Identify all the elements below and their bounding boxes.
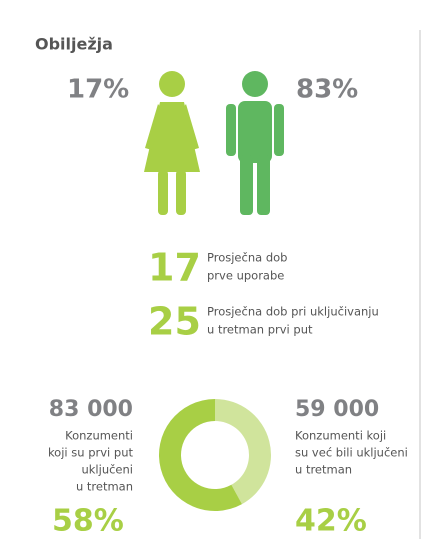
female-figure: [144, 71, 200, 215]
consumer-caption: koji su prvi put: [48, 446, 134, 460]
age-value: 17: [148, 246, 201, 290]
male-share: 83%: [296, 75, 358, 105]
donut-segment: [215, 399, 272, 505]
consumer-caption: u tretman: [295, 463, 352, 477]
consumer-caption: su već bili uključeni: [295, 446, 408, 460]
consumer-caption: u tretman: [76, 480, 133, 494]
age-caption: Prosječna dob pri uključivanju: [207, 305, 379, 319]
consumer-count: 83 000: [49, 397, 133, 422]
age-value: 25: [148, 300, 201, 344]
donut-segment: [159, 399, 242, 511]
female-share: 17%: [67, 75, 129, 105]
consumer-share: 42%: [295, 504, 367, 539]
title: Obilježja: [35, 35, 113, 54]
consumer-caption: Konzumenti: [65, 429, 133, 443]
age-caption: Prosječna dob: [207, 251, 287, 265]
consumer-caption: Konzumenti koji: [295, 429, 386, 443]
age-caption: u tretman prvi put: [207, 323, 313, 337]
consumer-share: 58%: [52, 504, 124, 539]
consumer-caption: uključeni: [81, 463, 133, 477]
consumer-count: 59 000: [295, 397, 379, 422]
age-caption: prve uporabe: [207, 269, 284, 283]
male-figure: [226, 71, 284, 215]
